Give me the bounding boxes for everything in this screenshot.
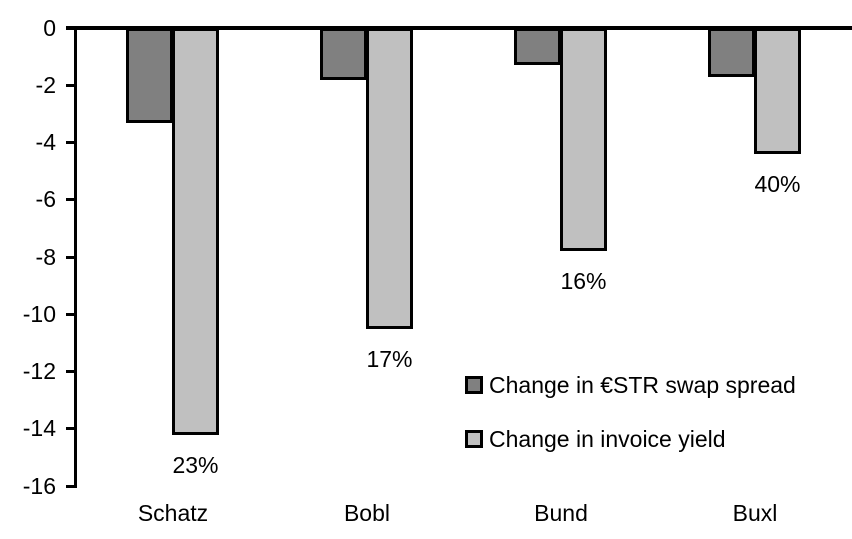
bar-invoice-yield-bund: [560, 28, 607, 252]
data-label-schatz: 23%: [172, 451, 219, 478]
bar-swap-spread-bund: [514, 28, 561, 66]
bar-invoice-yield-bobl: [366, 28, 413, 329]
y-tick-mark: [66, 427, 75, 431]
y-tick-label: -8: [35, 243, 56, 270]
bar-invoice-yield-buxl: [754, 28, 801, 154]
y-tick-label: -10: [22, 300, 56, 327]
legend: Change in €STR swap spread Change in inv…: [465, 372, 796, 480]
bar-swap-spread-bobl: [320, 28, 367, 80]
legend-label: Change in €STR swap spread: [489, 372, 796, 398]
y-tick-label: -6: [35, 186, 56, 213]
y-tick-label: -4: [35, 129, 56, 155]
y-tick-mark: [66, 83, 75, 87]
y-tick-mark: [66, 484, 75, 488]
legend-swatch-invoice-yield: [465, 430, 483, 448]
data-label-bobl: 17%: [366, 345, 413, 372]
y-tick-label: -14: [22, 415, 56, 442]
y-tick-mark: [66, 255, 75, 259]
legend-item-estr-swap-spread: Change in €STR swap spread: [465, 372, 796, 398]
category-label-buxl: Buxl: [732, 500, 778, 526]
data-label-buxl: 40%: [754, 171, 801, 197]
y-tick-mark: [66, 312, 75, 316]
y-tick-mark: [66, 198, 75, 202]
y-tick-mark: [66, 370, 75, 373]
category-label-schatz: Schatz: [137, 500, 209, 526]
y-tick-label: -12: [22, 358, 56, 384]
legend-swatch-estr-swap-spread: [465, 376, 483, 394]
bar-invoice-yield-schatz: [172, 28, 219, 435]
y-tick-mark: [66, 141, 75, 144]
y-tick-label: -16: [22, 472, 56, 499]
data-label-bund: 16%: [560, 268, 607, 295]
legend-item-invoice-yield: Change in invoice yield: [465, 426, 796, 452]
y-axis-line: [74, 26, 77, 488]
category-label-bund: Bund: [534, 500, 588, 526]
category-label-bobl: Bobl: [343, 500, 391, 526]
y-tick-label: -2: [35, 71, 56, 98]
bar-swap-spread-buxl: [708, 28, 755, 77]
legend-label: Change in invoice yield: [489, 426, 726, 452]
zero-axis-line: [66, 26, 852, 30]
y-tick-label: 0: [43, 14, 56, 41]
bar-swap-spread-schatz: [126, 28, 173, 123]
